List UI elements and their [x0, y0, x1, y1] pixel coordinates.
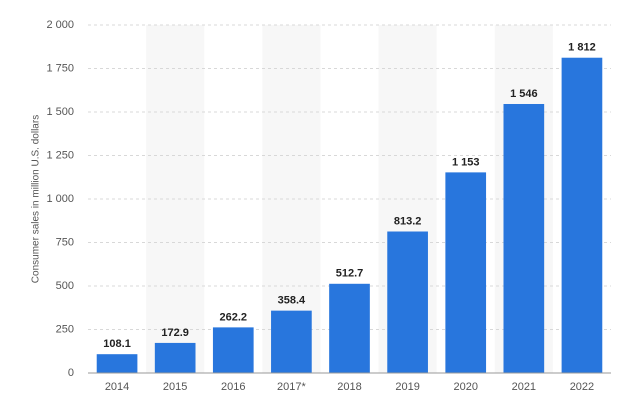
value-label: 512.7 — [336, 268, 364, 280]
bar — [561, 57, 603, 373]
y-axis-label: Consumer sales in million U.S. dollars — [31, 115, 42, 283]
y-tick-label: 500 — [56, 280, 74, 292]
x-tick-label: 2018 — [337, 381, 361, 393]
x-tick-label: 2014 — [105, 381, 129, 393]
y-tick-label: 2 000 — [46, 19, 74, 31]
bar — [445, 172, 487, 373]
bar — [271, 310, 312, 373]
x-tick-label: 2019 — [395, 381, 419, 393]
value-label: 358.4 — [278, 295, 306, 307]
value-label: 262.2 — [220, 311, 248, 323]
value-label: 1 812 — [568, 42, 596, 54]
y-tick-label: 1 250 — [46, 149, 74, 161]
bar — [387, 231, 428, 373]
x-tick-label: 2022 — [570, 381, 594, 393]
x-tick-label: 2015 — [163, 381, 187, 393]
bar — [503, 103, 545, 373]
bar — [212, 327, 254, 373]
value-label: 108.1 — [103, 338, 131, 350]
value-label: 813.2 — [394, 215, 422, 227]
y-tick-label: 750 — [56, 236, 74, 248]
value-label: 1 546 — [510, 88, 538, 100]
y-tick-label: 250 — [56, 323, 74, 335]
bar — [96, 354, 138, 373]
bar — [329, 283, 370, 373]
x-tick-label: 2021 — [512, 381, 536, 393]
x-tick-label: 2020 — [453, 381, 477, 393]
value-label: 172.9 — [161, 327, 189, 339]
x-tick-label: 2016 — [221, 381, 245, 393]
y-tick-label: 0 — [68, 367, 74, 379]
x-tick-label: 2017* — [277, 381, 306, 393]
y-tick-label: 1 500 — [46, 106, 74, 118]
y-tick-label: 1 750 — [46, 62, 74, 74]
bar — [154, 342, 196, 373]
y-tick-label: 1 000 — [46, 193, 74, 205]
value-label: 1 153 — [452, 156, 480, 168]
